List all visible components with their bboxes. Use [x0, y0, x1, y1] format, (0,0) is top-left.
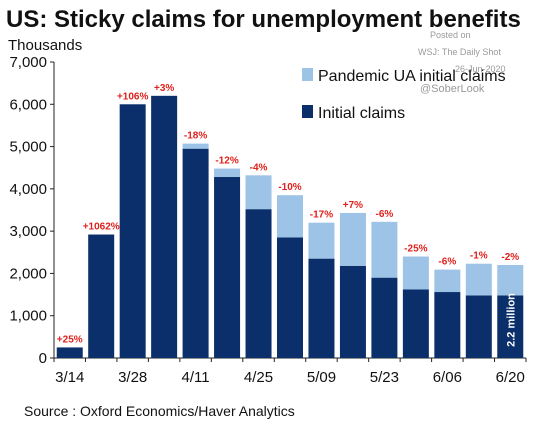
bar-initial-claims — [119, 104, 146, 359]
plot-area: 0 1,000 2,000 3,000 4,000 5,000 6,000 7,000 +25%… — [9, 54, 527, 386]
source-note: Source : Oxford Economics/Haver Analytic… — [24, 403, 295, 419]
change-label: -6% — [376, 209, 394, 220]
x-tick-label: 5/23 — [370, 369, 399, 386]
units-label: Thousands — [8, 37, 82, 54]
y-tick-label: 5,000 — [9, 139, 47, 156]
watermark: Posted on WSJ: The Daily Shot 26-Jun-202… — [418, 30, 506, 95]
y-tick-label: 3,000 — [9, 223, 47, 240]
bar-initial-claims — [182, 148, 209, 358]
legend-swatch-pandemic — [302, 68, 313, 81]
bar-pandemic-claims — [308, 222, 335, 259]
change-label: -25% — [404, 244, 427, 255]
bar-initial-claims — [56, 347, 83, 358]
legend-label-initial: Initial claims — [318, 105, 405, 122]
bar-pandemic-claims — [497, 264, 524, 296]
bar-initial-claims — [497, 295, 524, 358]
y-tick-label: 0 — [39, 350, 47, 367]
y-tick-label: 7,000 — [9, 54, 47, 71]
bar-initial-claims — [308, 258, 335, 358]
bar-initial-claims — [402, 289, 429, 358]
watermark-source: WSJ: The Daily Shot — [418, 47, 501, 57]
change-label: -17% — [310, 210, 333, 221]
bar-initial-claims — [88, 234, 115, 358]
x-tick-label: 6/20 — [496, 369, 525, 386]
bar-initial-claims — [339, 265, 366, 358]
change-label: +3% — [154, 83, 174, 94]
change-label: -12% — [215, 156, 238, 167]
bar-pandemic-claims — [402, 256, 429, 290]
x-tick-label: 4/11 — [182, 369, 210, 386]
change-label: +106% — [117, 91, 149, 102]
bar-pandemic-claims — [277, 195, 303, 238]
bar-initial-claims — [245, 209, 272, 358]
legend-label-pandemic: Pandemic UA initial claims — [318, 68, 506, 85]
bar-initial-claims — [277, 237, 303, 358]
chart-title: US: Sticky claims for unemployment benef… — [6, 6, 521, 33]
legend-swatch-initial — [302, 105, 313, 118]
y-tick-label: 6,000 — [9, 96, 47, 113]
bar-pandemic-claims — [371, 221, 398, 278]
bar-annotation: 2.2 million — [505, 293, 517, 347]
bar-pandemic-claims — [465, 263, 492, 296]
x-tick-label: 3/14 — [55, 369, 84, 386]
change-label: -18% — [184, 131, 207, 142]
bar-initial-claims — [371, 277, 398, 358]
watermark-handle: @SoberLook — [420, 83, 485, 95]
bar-initial-claims — [151, 95, 178, 358]
change-label: -4% — [250, 162, 268, 173]
change-label: -1% — [470, 251, 488, 262]
x-tick-label: 6/06 — [433, 369, 462, 386]
bar-initial-claims — [434, 292, 461, 358]
x-tick-label: 5/09 — [307, 369, 336, 386]
y-tick-label: 4,000 — [9, 181, 47, 198]
change-label: +1062% — [83, 222, 120, 233]
bar-pandemic-claims — [214, 168, 241, 178]
y-tick-label: 1,000 — [9, 308, 47, 325]
watermark-date: 26-Jun-2020 — [455, 64, 506, 74]
change-label: -2% — [501, 252, 519, 263]
bar-initial-claims — [465, 295, 492, 358]
change-label: +25% — [57, 334, 83, 345]
bar-pandemic-claims — [245, 175, 272, 210]
x-tick-label: 4/25 — [244, 369, 273, 386]
y-tick-label: 2,000 — [9, 265, 47, 282]
bar-pandemic-claims — [339, 212, 366, 266]
bar-initial-claims — [214, 177, 241, 358]
watermark-posted: Posted on — [430, 30, 471, 40]
change-label: -10% — [278, 182, 301, 193]
change-label: +7% — [343, 200, 363, 211]
legend: Pandemic UA initial claims Initial claim… — [302, 68, 506, 122]
x-tick-label: 3/28 — [118, 369, 147, 386]
bar-pandemic-claims — [182, 143, 209, 149]
change-label: -6% — [438, 257, 456, 268]
bar-pandemic-claims — [434, 269, 461, 293]
